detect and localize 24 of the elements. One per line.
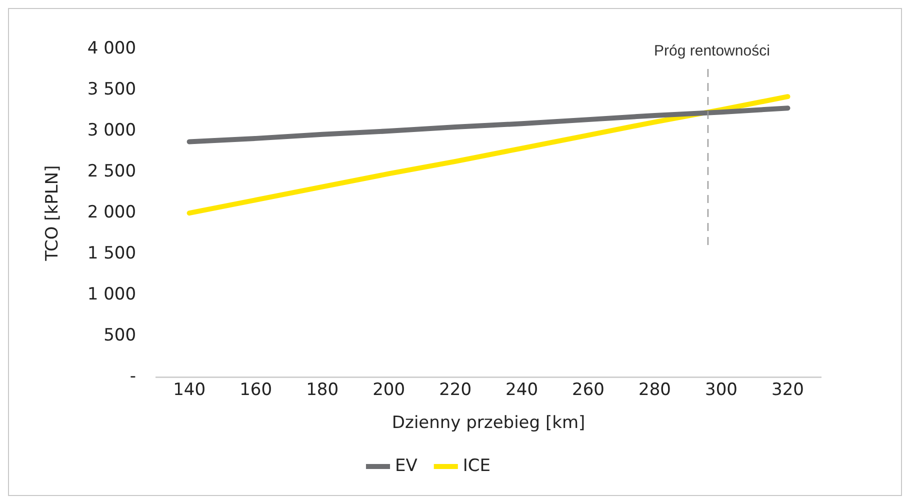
- x-tick-label: 240: [506, 380, 538, 400]
- y-tick-label: 1 000: [87, 284, 136, 305]
- y-tick-label: 3 500: [87, 79, 136, 100]
- x-tick-label: 320: [772, 380, 804, 400]
- ref-line-label: Próg rentowności: [654, 42, 770, 60]
- y-tick-label: -: [130, 366, 136, 387]
- x-tick-label: 280: [638, 380, 671, 400]
- y-tick-label: 500: [104, 326, 136, 346]
- y-tick-label: 1 500: [87, 244, 136, 264]
- y-tick-label: 2 000: [87, 202, 136, 223]
- y-axis-title: TCO [kPLN]: [42, 165, 63, 262]
- x-tick-label: 300: [705, 380, 738, 400]
- x-axis-title: Dzienny przebieg [km]: [392, 413, 586, 434]
- legend-label: EV: [395, 456, 418, 476]
- y-tick-label: 2 500: [87, 161, 136, 182]
- x-tick-label: 160: [240, 380, 272, 400]
- legend-label: ICE: [462, 456, 490, 476]
- x-tick-label: 180: [306, 380, 339, 400]
- x-tick-label: 200: [372, 380, 406, 400]
- x-tick-label: 140: [173, 380, 206, 400]
- y-tick-label: 3 000: [87, 120, 136, 140]
- y-tick-label: 4 000: [87, 38, 136, 58]
- x-tick-label: 220: [439, 380, 472, 400]
- x-tick-label: 260: [572, 380, 604, 400]
